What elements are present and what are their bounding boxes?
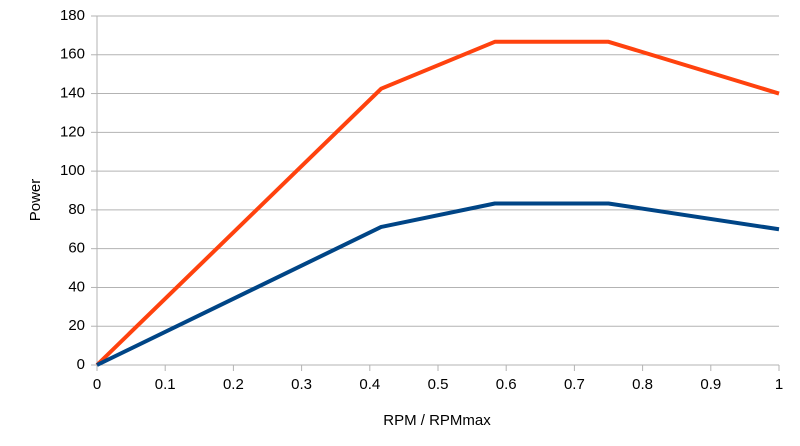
x-tick-label: 0.7 [564, 376, 585, 393]
x-tick-label: 0.3 [291, 376, 312, 393]
x-tick-label: 1 [775, 376, 783, 393]
y-axis-label: Power [27, 179, 44, 222]
y-tick-label: 80 [68, 201, 85, 218]
series-line [95, 39, 780, 367]
y-tick-label: 140 [60, 85, 85, 102]
y-tick-label: 20 [68, 317, 85, 334]
x-axis-label: RPM / RPMmax [383, 412, 491, 429]
x-tick-label: 0.2 [223, 376, 244, 393]
y-tick-label: 120 [60, 123, 85, 140]
y-tick-label: 100 [60, 162, 85, 179]
x-tick-label: 0 [93, 376, 101, 393]
series-line [96, 201, 780, 367]
y-tick-label: 0 [77, 356, 85, 373]
x-tick-label: 0.9 [700, 376, 721, 393]
x-tick-label: 0.8 [632, 376, 653, 393]
x-tick-label: 0.5 [428, 376, 449, 393]
y-tick-label: 40 [68, 278, 85, 295]
y-tick-label: 180 [60, 7, 85, 24]
x-tick-label: 0.4 [359, 376, 380, 393]
y-tick-label: 160 [60, 46, 85, 63]
x-tick-label: 0.1 [155, 376, 176, 393]
y-tick-label: 60 [68, 240, 85, 257]
x-tick-label: 0.6 [496, 376, 517, 393]
